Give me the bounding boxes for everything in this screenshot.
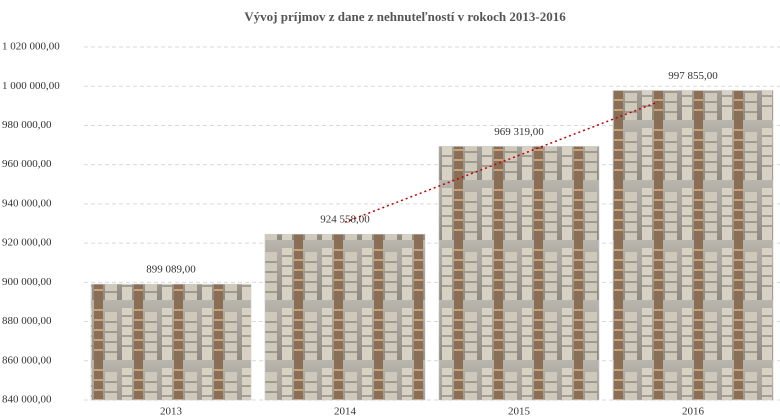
chart-title: Vývoj príjmov z dane z nehnuteľností v r… <box>244 9 566 24</box>
y-tick-label: 920 000,00 <box>2 237 52 249</box>
y-tick-label: 1 000 000,00 <box>2 80 60 92</box>
trendline <box>344 101 659 223</box>
y-tick-label: 1 020 000,00 <box>2 41 60 53</box>
y-tick-label: 900 000,00 <box>2 276 52 288</box>
value-label: 899 089,00 <box>146 264 196 276</box>
y-tick-label: 840 000,00 <box>2 394 52 406</box>
bar <box>264 233 426 401</box>
x-tick-label: 2013 <box>160 406 183 418</box>
x-tick-label: 2016 <box>682 406 705 418</box>
y-tick-label: 860 000,00 <box>2 354 52 366</box>
bar <box>438 146 600 401</box>
value-label: 969 319,00 <box>494 126 544 138</box>
value-label: 997 855,00 <box>668 70 718 82</box>
y-tick-label: 960 000,00 <box>2 158 52 170</box>
x-tick-label: 2015 <box>508 406 531 418</box>
value-label: 924 558,00 <box>320 214 370 226</box>
x-tick-label: 2014 <box>334 406 357 418</box>
bar <box>90 283 252 401</box>
y-tick-label: 880 000,00 <box>2 315 52 327</box>
y-tick-label: 940 000,00 <box>2 197 52 209</box>
y-tick-label: 980 000,00 <box>2 119 52 131</box>
bar <box>612 90 774 401</box>
